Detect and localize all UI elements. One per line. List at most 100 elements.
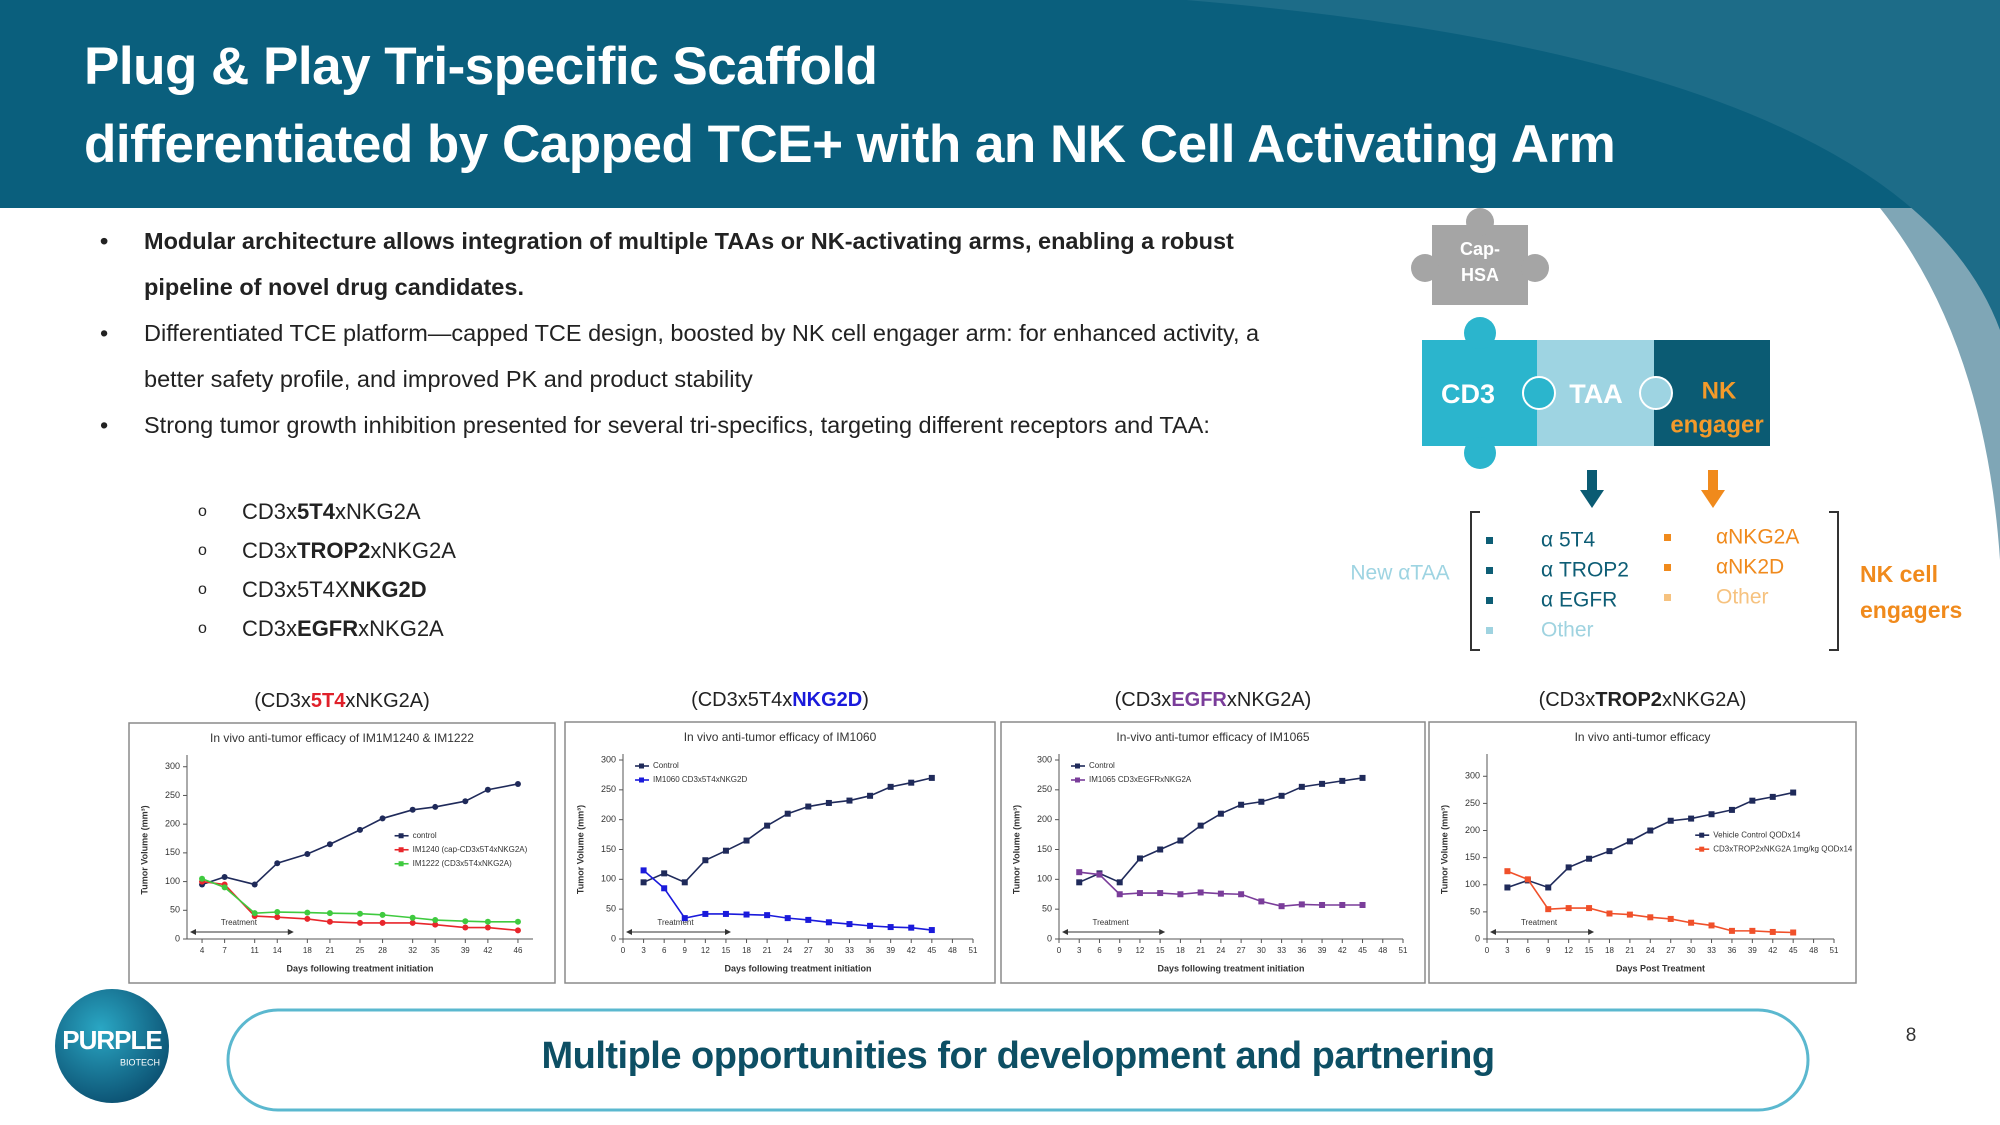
label-segment: EGFR [1171,689,1227,711]
x-tick-label: 18 [1176,946,1185,955]
chart: In vivo anti-tumor efficacy of IM1060 0 50… [564,721,996,984]
y-tick-label: 50 [170,905,180,915]
y-tick-label: 250 [1465,798,1480,808]
y-tick-label: 300 [601,754,616,764]
x-tick-label: 12 [1135,946,1144,955]
data-point [251,881,258,888]
data-point [409,806,416,813]
text-segment: TROP2 [297,538,371,563]
x-tick-label: 18 [303,946,312,955]
data-point [867,922,874,929]
x-tick-label: 36 [1727,946,1736,955]
legend-label: control [413,831,437,840]
arrow [1708,470,1718,492]
data-point [1606,910,1613,917]
x-tick-label: 27 [1237,946,1246,955]
data-point [304,851,311,858]
piece-label: CD3 [1441,379,1495,409]
x-tick-label: 39 [1748,946,1757,955]
x-tick-label: 11 [251,946,260,955]
y-tick-label: 200 [165,819,180,829]
arrow-head [190,929,196,935]
data-point [379,815,386,822]
data-point [846,797,853,804]
x-tick-label: 42 [1338,946,1347,955]
data-point [1749,927,1756,934]
x-tick-label: 21 [325,946,334,955]
data-point [1688,815,1695,822]
label-segment: xNKG2A) [1662,689,1746,711]
logo-subtext: BIOTECH [120,1057,160,1067]
x-tick-label: 12 [1564,946,1573,955]
chart-label: (CD3x5T4xNKG2A) [254,690,430,712]
data-point [1298,783,1305,790]
arrow-head [287,929,294,935]
data-point [462,918,469,925]
list-item: Other [1541,619,1594,642]
data-point [357,826,363,833]
cd3-piece [1422,340,1537,446]
data-point [514,918,521,925]
data-point [1626,838,1633,845]
legend-label: Control [653,761,679,770]
footer-text: Multiple opportunities for development a… [541,1035,1494,1077]
data-point [908,924,915,931]
data-point [409,914,416,921]
list-bullet [1486,537,1493,544]
data-point [326,910,333,917]
legend-label: IM1060 CD3x5T4xNKG2D [653,775,747,784]
bullet: Differentiated TCE platform—capped TCE d… [100,310,1310,402]
x-tick-label: 21 [1625,946,1634,955]
y-tick-label: 50 [1042,904,1052,914]
label-segment: (CD3x [254,690,311,712]
data-point [199,875,206,882]
footer-capsule [226,1008,1810,1112]
bullet-list: Modular architecture allows integration … [100,218,1310,448]
data-point [722,847,729,854]
x-tick-label: 28 [378,946,387,955]
y-tick-label: 100 [1465,879,1480,889]
arrow-head [725,929,731,935]
knob [1464,317,1496,349]
page-number: 8 [1906,1025,1917,1046]
x-tick-label: 51 [1399,946,1408,955]
label-segment: xNKG2A) [345,690,429,712]
chart: In vivo anti-tumor efficacy of IM1M1240 … [128,722,556,984]
chart-label: (CD3xEGFRxNKG2A) [1115,689,1312,711]
sub-bullet: CD3xTROP2xNKG2A [198,531,456,570]
text-segment: 5T4 [297,499,335,524]
legend-label: IM1065 CD3xEGFRxNKG2A [1089,775,1192,784]
arrow [1580,490,1604,508]
x-tick-label: 27 [1666,946,1675,955]
chart: In-vivo anti-tumor efficacy of IM1065 0 50… [1000,721,1426,984]
text-segment: CD3x [242,616,298,641]
data-point [1157,846,1164,853]
bullet: Strong tumor growth inhibition presented… [100,402,1310,448]
data-point [1545,884,1552,891]
x-tick-label: 48 [948,946,957,955]
data-point [462,798,469,805]
data-point [1545,906,1552,913]
y-tick-label: 50 [1470,906,1480,916]
x-tick-label: 33 [1707,946,1716,955]
bullet: Modular architecture allows integration … [100,218,1310,310]
label-segment: NKG2D [792,689,862,711]
data-point [357,910,363,917]
y-tick-label: 300 [1037,754,1052,764]
data-point [681,915,688,922]
sub-list: CD3x5T4xNKG2ACD3xTROP2xNKG2ACD3x5T4XNKG2… [198,492,456,648]
x-tick-label: 9 [1546,946,1551,955]
y-tick-label: 50 [606,904,616,914]
data-point [1504,868,1511,875]
list-item: α TROP2 [1541,559,1629,582]
x-tick-label: 15 [1156,946,1165,955]
x-axis-label: Days Post Treatment [1616,963,1705,973]
x-tick-label: 3 [1505,946,1510,955]
title-line: Plug & Play Tri-specific Scaffold [84,37,877,96]
knob [1521,254,1549,282]
list-item: Other [1716,586,1769,609]
x-tick-label: 3 [1077,946,1082,955]
x-tick-label: 0 [621,946,626,955]
y-tick-label: 0 [1047,933,1052,943]
